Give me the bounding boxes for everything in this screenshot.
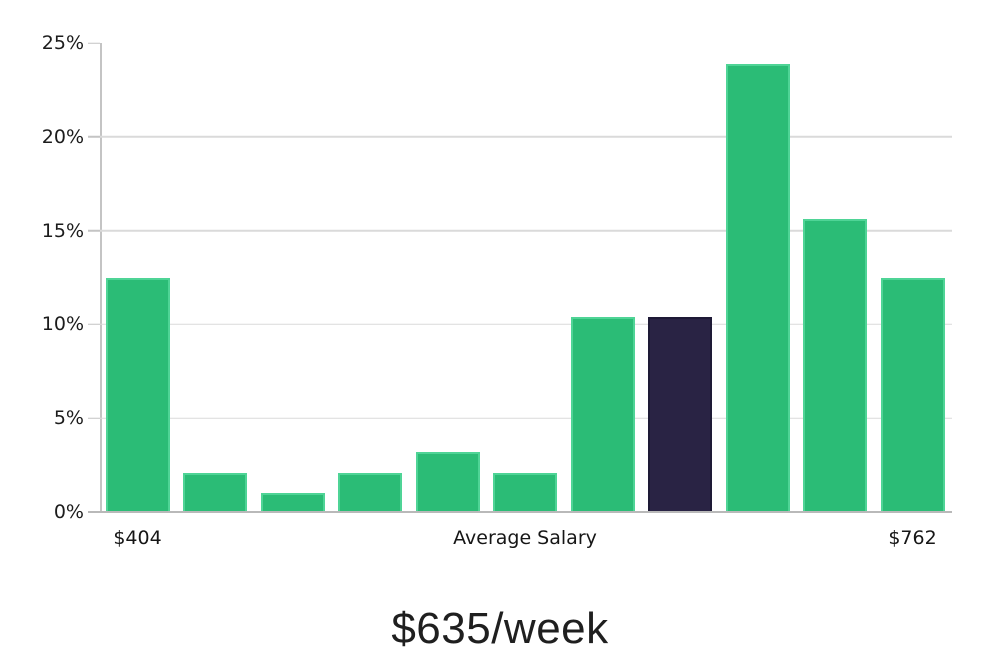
x-axis-line (88, 511, 952, 513)
highlighted-salary-bar (648, 316, 712, 512)
x-axis-label: Average Salary (453, 527, 597, 549)
salary-bar (260, 493, 325, 512)
y-axis-tick-label: 20% (41, 125, 84, 148)
gridline (100, 136, 952, 138)
salary-bar (415, 451, 480, 512)
chart-title: $635/week (391, 604, 609, 653)
salary-bar (493, 472, 557, 512)
y-axis-tick (88, 229, 100, 232)
y-axis-tick (88, 417, 100, 419)
x-axis-labels: $404 Average Salary $762 (0, 527, 1000, 557)
x-axis-label: $762 (888, 527, 937, 549)
y-axis-tick-label: 10% (41, 313, 84, 336)
salary-bar (725, 63, 790, 512)
y-axis-tick-label: 0% (53, 501, 84, 523)
y-axis: 0% 5% 10% 15% 20% 25% (0, 32, 100, 523)
y-axis-tick (88, 42, 100, 44)
plot-area (88, 43, 952, 513)
y-axis-tick-label: 15% (41, 219, 84, 242)
x-axis-label: $404 (113, 527, 162, 549)
y-axis-line (100, 43, 102, 512)
y-axis-tick-label: 5% (53, 407, 84, 430)
salary-bar (183, 472, 247, 512)
gridline (100, 323, 952, 326)
salary-bar (880, 277, 945, 512)
gridline (100, 417, 952, 419)
salary-bar (105, 277, 170, 512)
y-axis-tick-label: 25% (41, 32, 84, 54)
salary-bar (570, 316, 635, 512)
gridline (100, 229, 952, 232)
y-axis-tick (88, 323, 100, 326)
y-axis-tick (88, 136, 100, 138)
salary-bar (803, 219, 867, 512)
salary-bar (338, 472, 402, 512)
